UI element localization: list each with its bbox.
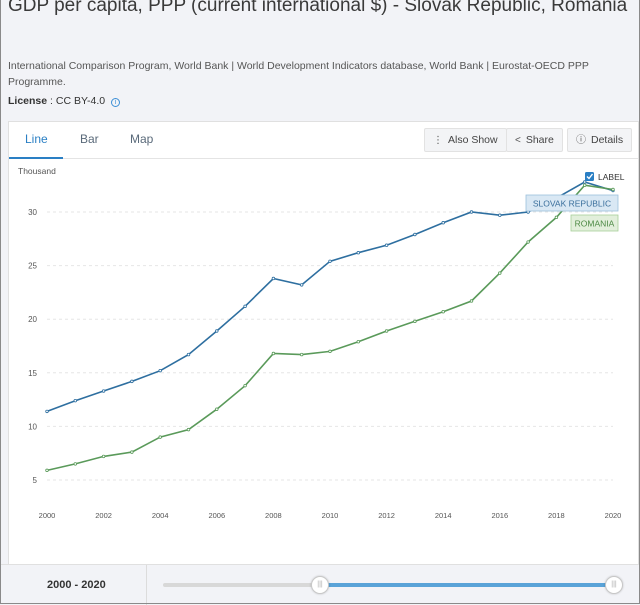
data-point[interactable] [384,329,389,333]
info-circle-icon: ⓘ [576,135,586,146]
data-point[interactable] [271,351,276,356]
data-point[interactable] [45,409,49,414]
data-point[interactable] [158,368,162,373]
year-slider: 2000 - 2020 ||| ||| [0,564,640,605]
label-checkbox[interactable] [585,172,594,181]
info-icon[interactable]: i [111,98,121,107]
data-point[interactable] [186,427,191,432]
data-point[interactable] [215,329,219,333]
data-point[interactable] [158,435,162,439]
y-tick-label: 10 [28,422,37,431]
also-show-button[interactable]: ⋮ Also Show [424,128,507,152]
data-point[interactable] [73,462,77,466]
x-tick-label: 2002 [95,511,112,520]
license-label: License [8,95,48,107]
series-line-slovak-republic[interactable] [46,181,614,413]
tab-bar-chart[interactable]: Bar [80,132,99,146]
data-point[interactable] [384,243,389,247]
data-point[interactable] [328,349,332,354]
tab-line[interactable]: Line [25,132,48,146]
data-point[interactable] [328,259,332,264]
y-tick-label: 15 [28,369,37,378]
license-line: License : CC BY-4.0 i [8,95,121,107]
series-label-slovak: SLOVAK REPUBLIC [525,194,619,212]
y-tick-label: 20 [28,315,37,324]
share-button[interactable]: < Share [506,128,563,152]
unit-label: Thousand [18,166,56,176]
data-point[interactable] [611,187,615,192]
data-point[interactable] [583,180,587,184]
data-point[interactable] [215,407,219,411]
data-point[interactable] [356,340,360,344]
details-button[interactable]: ⓘ Details [567,128,633,152]
details-label: Details [591,134,624,146]
data-point[interactable] [45,468,49,473]
x-tick-label: 2016 [491,511,508,520]
data-point[interactable] [441,309,445,314]
svg-text:ROMANIA: ROMANIA [575,219,615,229]
data-point[interactable] [583,183,587,187]
x-tick-label: 2020 [605,511,622,520]
x-tick-label: 2004 [152,511,169,520]
data-point[interactable] [300,283,304,287]
data-point[interactable] [73,398,77,403]
x-tick-label: 2006 [208,511,225,520]
data-point[interactable] [130,450,134,454]
data-point[interactable] [469,299,474,303]
y-tick-label: 5 [33,476,38,485]
x-tick-label: 2012 [378,511,395,520]
share-icon: < [515,135,521,146]
series-line-romania[interactable] [46,184,614,472]
slider-selected-range [320,583,615,587]
data-point[interactable] [101,389,106,393]
license-value: : CC BY-4.0 [47,95,106,107]
data-point[interactable] [413,319,417,324]
active-tab-underline [9,157,63,159]
more-vertical-icon: ⋮ [433,135,443,146]
data-point[interactable] [498,213,502,217]
data-point[interactable] [186,352,191,357]
x-tick-label: 2014 [435,511,452,520]
slider-divider [146,565,147,605]
x-tick-label: 2010 [322,511,339,520]
label-toggle[interactable]: LABEL [585,172,625,182]
data-point[interactable] [526,240,530,244]
range-label: 2000 - 2020 [47,579,106,591]
y-tick-label: 25 [28,262,37,271]
y-tick-label: 30 [28,208,37,217]
data-point[interactable] [441,221,445,225]
data-point[interactable] [356,251,360,255]
tab-map[interactable]: Map [130,132,154,146]
data-point[interactable] [469,210,474,214]
data-point[interactable] [243,383,247,388]
data-point[interactable] [498,271,502,275]
x-tick-label: 2000 [39,511,56,520]
data-point[interactable] [130,379,134,384]
check-icon [586,173,594,180]
page-title: GDP per capita, PPP (current internation… [8,0,628,16]
slider-start-handle[interactable]: ||| [311,576,329,594]
series-label-romania: ROMANIA [570,214,619,232]
x-tick-label: 2008 [265,511,282,520]
data-point[interactable] [271,276,276,281]
data-point[interactable] [101,454,106,459]
label-toggle-text: LABEL [598,172,625,182]
x-tick-label: 2018 [548,511,565,520]
also-show-label: Also Show [448,134,498,146]
data-point[interactable] [300,352,304,357]
share-label: Share [525,134,554,146]
data-point[interactable] [554,215,559,220]
source-text: International Comparison Program, World … [8,60,589,88]
line-chart: 5 10 15 20 25 30 2000 2002 2004 2006 2008 2010 2012… [18,166,625,520]
svg-text:SLOVAK REPUBLIC: SLOVAK REPUBLIC [533,199,611,209]
chart-panel: Line Bar Map ⋮ Also Show < Share ⓘ Details … [8,121,639,604]
tab-bar: Line Bar Map ⋮ Also Show < Share ⓘ Details [9,122,638,159]
data-point[interactable] [413,232,417,237]
slider-end-handle[interactable]: ||| [605,576,623,594]
data-point[interactable] [243,304,247,309]
